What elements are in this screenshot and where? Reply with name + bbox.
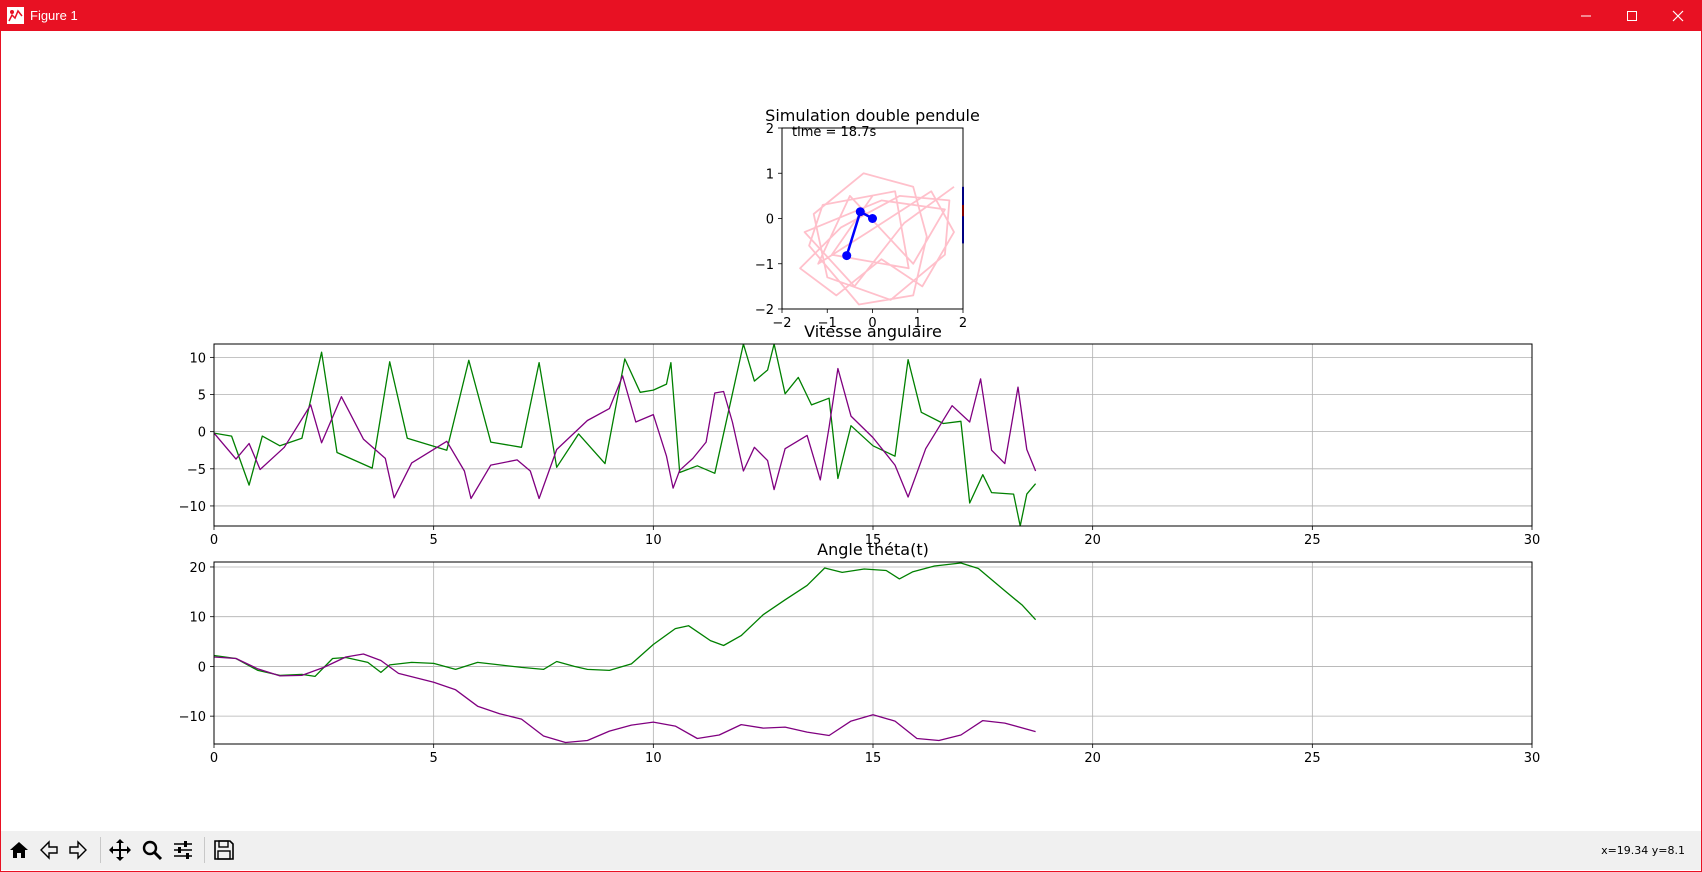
x-tick-label: 10 <box>645 751 662 766</box>
pendulum-bob-1 <box>855 207 865 217</box>
navigation-toolbar: x=19.34 y=8.1 <box>1 831 1701 870</box>
y-tick-label: 10 <box>189 351 206 366</box>
x-tick-label: −2 <box>772 316 791 331</box>
series-group <box>214 562 1037 744</box>
home-button[interactable] <box>4 835 34 865</box>
x-tick-label: 0 <box>868 316 876 331</box>
chart-0: −2 −1 0 1 2 2 1 0 −1 −2 Simulation double pendulet… <box>755 106 980 331</box>
y-tick-label: 2 <box>766 122 774 137</box>
home-icon <box>10 842 28 858</box>
chart-1: 0 5 10 15 20 25 30 10 5 0 −5 −10 Vitesse angulaire <box>179 322 1541 548</box>
pendulum-bob-0 <box>868 214 877 223</box>
series-line-0 <box>214 344 1037 526</box>
series-line-1 <box>214 653 1036 744</box>
figure-app-icon <box>7 7 24 24</box>
save-icon <box>214 840 234 860</box>
y-tick-label: 20 <box>189 561 206 576</box>
x-tick-label: 2 <box>959 316 967 331</box>
window-title: Figure 1 <box>30 8 78 23</box>
y-tick-label: 0 <box>766 213 774 228</box>
series-line-0 <box>214 562 1037 678</box>
chart-title: Angle théta(t) <box>817 540 929 559</box>
y-tick-label: 0 <box>198 426 206 441</box>
y-tick-label: −5 <box>187 463 206 478</box>
x-tick-label: 15 <box>865 751 882 766</box>
configure-subplots-icon <box>174 841 192 859</box>
zoom-icon <box>142 840 163 861</box>
x-tick-label: 25 <box>1304 533 1321 548</box>
x-tick-label: 5 <box>430 533 438 548</box>
close-icon <box>1672 10 1684 21</box>
forward-button[interactable] <box>63 835 93 865</box>
x-tick-label: 10 <box>645 533 662 548</box>
minimize-button[interactable] <box>1563 0 1609 31</box>
chart-2: 0 5 10 15 20 25 30 20 10 0 −10 Angle théta(t) <box>179 540 1541 766</box>
x-tick-label: 1 <box>914 316 922 331</box>
close-button[interactable] <box>1655 0 1701 31</box>
pan-icon <box>109 839 131 861</box>
y-tick-label: 10 <box>189 611 206 626</box>
series-line-1 <box>214 367 1037 500</box>
x-tick-label: 20 <box>1084 751 1101 766</box>
y-tick-label: −10 <box>179 710 206 725</box>
x-tick-label: −1 <box>818 316 837 331</box>
back-button[interactable] <box>34 835 64 865</box>
y-tick-label: −1 <box>755 258 774 273</box>
y-tick-label: −10 <box>179 500 206 515</box>
x-tick-label: 20 <box>1084 533 1101 548</box>
x-tick-label: 25 <box>1304 751 1321 766</box>
x-tick-label: 30 <box>1524 533 1541 548</box>
x-tick-label: 0 <box>210 751 218 766</box>
series-line-0 <box>799 172 955 306</box>
y-tick-label: 5 <box>198 389 206 404</box>
y-tick-label: 0 <box>198 660 206 675</box>
forward-icon <box>69 840 87 860</box>
pan-button[interactable] <box>105 835 135 865</box>
maximize-button[interactable] <box>1609 0 1655 31</box>
series-group <box>214 344 1037 526</box>
title-bar[interactable]: Figure 1 <box>0 0 1702 31</box>
x-tick-label: 30 <box>1524 751 1541 766</box>
x-tick-label: 15 <box>865 533 882 548</box>
configure-subplots-button[interactable] <box>168 835 198 865</box>
figure-canvas[interactable]: −2 −1 0 1 2 2 1 0 −1 −2 Simulation double pendule t… <box>1 31 1701 831</box>
zoom-button[interactable] <box>137 835 167 865</box>
toolbar-separator <box>204 837 205 863</box>
maximize-icon <box>1627 10 1637 21</box>
series-group <box>799 172 955 306</box>
y-tick-label: −2 <box>755 303 774 318</box>
x-tick-label: 5 <box>430 751 438 766</box>
back-icon <box>40 840 58 860</box>
chart-title: Simulation double pendule <box>765 106 980 125</box>
cursor-coordinates: x=19.34 y=8.1 <box>1601 844 1685 857</box>
x-tick-label: 0 <box>210 533 218 548</box>
chart-title: Vitesse angulaire <box>804 322 942 341</box>
minimize-icon <box>1581 15 1591 16</box>
time-annotation: time = 18.7s <box>792 125 876 140</box>
pendulum-bob-2 <box>842 251 852 261</box>
save-button[interactable] <box>209 835 239 865</box>
toolbar-separator <box>100 837 101 863</box>
y-tick-label: 1 <box>766 167 774 182</box>
